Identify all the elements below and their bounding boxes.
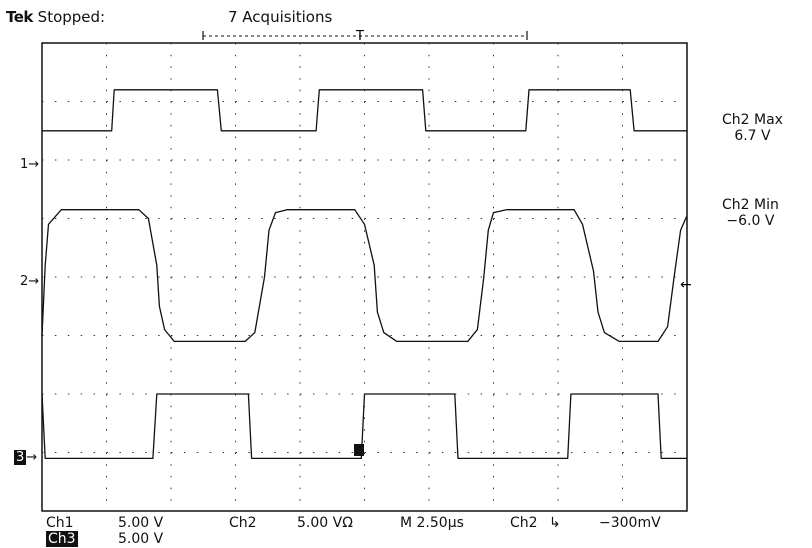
ch2-marker-label: 2 xyxy=(20,274,29,289)
ch1-ground-marker: 1→ xyxy=(20,157,40,172)
footer-ch1-label: Ch1 xyxy=(46,515,74,531)
measurement-ch2-max-value: 6.7 V xyxy=(734,128,771,144)
trigger-point-marker xyxy=(354,444,364,456)
trace-ch2 xyxy=(41,209,688,343)
trigger-level-marker: ← xyxy=(680,277,692,293)
trigger-position-marker: T xyxy=(355,29,364,44)
measurement-ch2-max-label: Ch2 Max xyxy=(722,112,783,128)
waveform-traces xyxy=(41,89,688,460)
footer-ch1-scale: 5.00 V xyxy=(118,515,164,531)
graticule-grid xyxy=(42,43,687,511)
footer-trigger-slope: ↳ xyxy=(549,515,561,531)
footer-ch2-label: Ch2 xyxy=(229,515,257,531)
trace-ch1 xyxy=(42,89,687,132)
footer-ch3-label: Ch3 xyxy=(46,531,78,547)
footer-trigger-level: −300mV xyxy=(599,515,661,531)
measurement-ch2-min: Ch2 Min −6.0 V xyxy=(722,197,779,229)
ch3-ground-marker: 3 → xyxy=(14,450,38,465)
measurement-ch2-min-value: −6.0 V xyxy=(726,213,775,229)
acquisition-state: Stopped: xyxy=(37,8,106,26)
footer-trigger-source: Ch2 xyxy=(510,515,538,531)
trace-ch3 xyxy=(41,393,687,460)
ch2-ground-marker: 2→ xyxy=(20,274,40,289)
footer-ch3-scale: 5.00 V xyxy=(118,531,164,547)
footer-ch2-scale: 5.00 VΩ xyxy=(297,515,353,531)
measurement-ch2-min-label: Ch2 Min xyxy=(722,197,779,213)
footer-timebase: M 2.50µs xyxy=(400,515,464,531)
acquisition-count: 7 Acquisitions xyxy=(228,8,333,26)
ch3-marker-label: 3 xyxy=(14,450,27,465)
header-status: Tek Stopped: xyxy=(6,8,105,26)
measurement-ch2-max: Ch2 Max 6.7 V xyxy=(722,112,783,144)
brand-label: Tek xyxy=(6,8,33,26)
ch1-marker-label: 1 xyxy=(20,157,29,172)
